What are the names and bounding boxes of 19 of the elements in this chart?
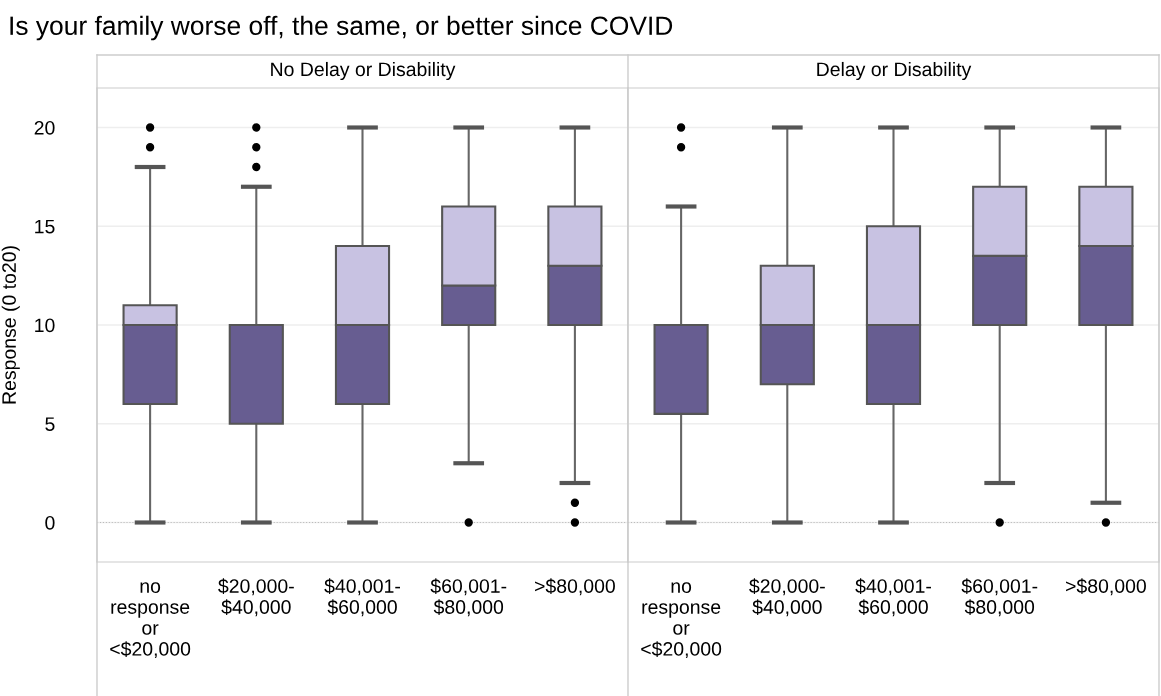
x-tick-label: no response or <$20,000 [110, 582, 191, 659]
x-tick-label: >$80,000 [535, 578, 615, 596]
chart-subtitle: Delay or Disability [817, 61, 972, 81]
x-tick-label: $40,001- $60,000 [855, 578, 932, 617]
x-tick-label: $20,000- $40,000 [218, 578, 294, 617]
y-axis-title: Response (0 to20) [1, 246, 20, 404]
x-tick-label: $20,000- $40,000 [749, 578, 825, 617]
x-tick-label: $40,001- $60,000 [324, 578, 401, 617]
x-tick-label: $60,001- $80,000 [430, 578, 507, 617]
x-tick-label: $60,001- $80,000 [961, 578, 1038, 617]
y-tick-label: 5 [45, 417, 55, 431]
chart-title: Is your family worse off, the same, or better since COVID [10, 15, 673, 41]
y-tick-label: 0 [45, 515, 55, 530]
x-tick-label: >$80,000 [1066, 578, 1146, 596]
x-tick-label: no response or <$20,000 [641, 582, 722, 659]
y-tick-label: 15 [35, 219, 55, 234]
y-tick-label: 10 [35, 318, 55, 333]
chart-subtitle: No Delay or Disability [271, 61, 456, 81]
y-tick-label: 20 [34, 120, 55, 135]
